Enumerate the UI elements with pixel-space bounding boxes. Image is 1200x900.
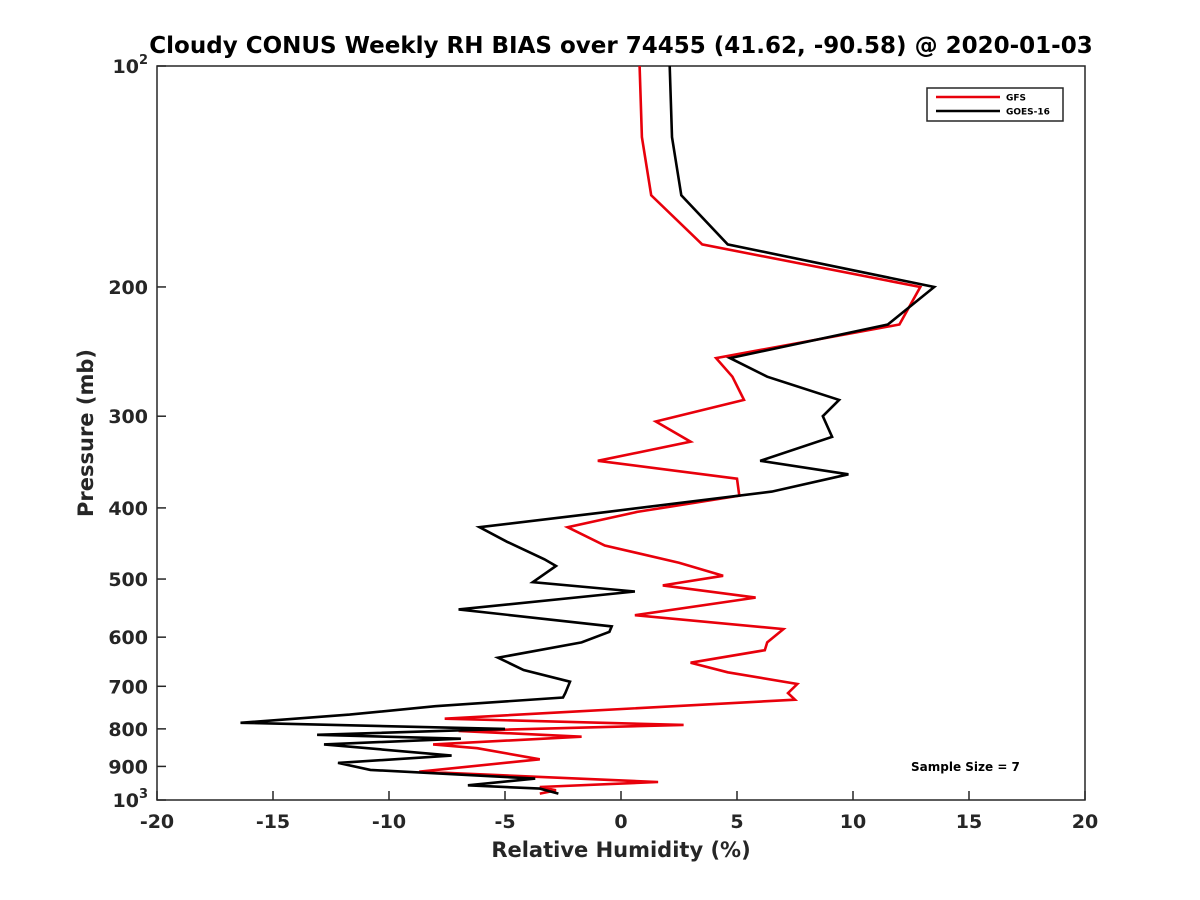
series-line-gfs bbox=[419, 65, 923, 795]
x-tick-label: -5 bbox=[494, 811, 515, 833]
y-tick-label: 900 bbox=[108, 756, 148, 778]
y-tick-label: 400 bbox=[108, 498, 148, 520]
legend-label-gfs: GFS bbox=[1006, 94, 1026, 104]
y-tick-label: 103 bbox=[113, 787, 149, 812]
x-axis: -20 -15 -10 -5 0 5 10 15 20 bbox=[140, 791, 1098, 833]
y-tick-label: 500 bbox=[108, 569, 148, 591]
y-tick-label: 700 bbox=[108, 676, 148, 698]
plot-frame bbox=[156, 65, 1086, 801]
x-tick-label: 5 bbox=[730, 811, 743, 833]
x-tick-label: -10 bbox=[372, 811, 406, 833]
series-lines bbox=[240, 65, 938, 795]
x-tick-label: -20 bbox=[140, 811, 174, 833]
y-axis-label: Pressure (mb) bbox=[74, 349, 98, 517]
chart-title: Cloudy CONUS Weekly RH BIAS over 74455 (… bbox=[149, 33, 1092, 59]
x-tick-label: 0 bbox=[614, 811, 627, 833]
y-tick-label: 600 bbox=[108, 627, 148, 649]
legend: GFS GOES-16 bbox=[926, 87, 1064, 122]
legend-label-goes-16: GOES-16 bbox=[1006, 108, 1050, 118]
y-tick-label: 200 bbox=[108, 277, 148, 299]
y-tick-label: 300 bbox=[108, 406, 148, 428]
x-tick-label: -15 bbox=[256, 811, 290, 833]
x-tick-label: 10 bbox=[840, 811, 866, 833]
legend-box bbox=[926, 87, 1064, 122]
y-tick-label: 102 bbox=[113, 53, 149, 78]
sample-size-annotation: Sample Size = 7 bbox=[911, 760, 1020, 774]
x-tick-label: 15 bbox=[956, 811, 982, 833]
plot-axes bbox=[156, 65, 1086, 801]
series-line-goes-16 bbox=[240, 65, 938, 795]
x-axis-label: Relative Humidity (%) bbox=[491, 838, 750, 862]
y-axis: 102 200 300 400 500 600 700 800 900 103 bbox=[108, 53, 166, 812]
y-tick-label: 800 bbox=[108, 719, 148, 741]
x-tick-label: 20 bbox=[1072, 811, 1098, 833]
